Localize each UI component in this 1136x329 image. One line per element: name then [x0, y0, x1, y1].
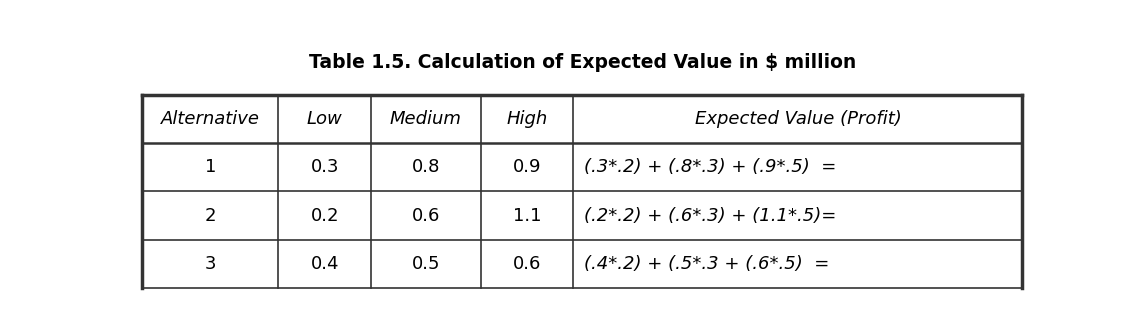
- Text: Low: Low: [307, 110, 343, 128]
- Text: (.2*.2) + (.6*.3) + (1.1*.5)=: (.2*.2) + (.6*.3) + (1.1*.5)=: [584, 207, 836, 225]
- Text: 0.4: 0.4: [310, 255, 339, 273]
- Text: 2: 2: [204, 207, 216, 225]
- Text: 3: 3: [204, 255, 216, 273]
- Text: High: High: [507, 110, 548, 128]
- Text: 1.1: 1.1: [513, 207, 542, 225]
- Text: Alternative: Alternative: [160, 110, 260, 128]
- Text: 0.2: 0.2: [310, 207, 339, 225]
- Text: (.3*.2) + (.8*.3) + (.9*.5)  =: (.3*.2) + (.8*.3) + (.9*.5) =: [584, 158, 836, 176]
- Text: 0.3: 0.3: [310, 158, 339, 176]
- Text: Medium: Medium: [390, 110, 462, 128]
- Text: 0.8: 0.8: [411, 158, 440, 176]
- Text: Expected Value (Profit): Expected Value (Profit): [694, 110, 901, 128]
- Text: 1: 1: [204, 158, 216, 176]
- Text: 0.9: 0.9: [513, 158, 542, 176]
- Text: 0.6: 0.6: [411, 207, 440, 225]
- Text: (.4*.2) + (.5*.3 + (.6*.5)  =: (.4*.2) + (.5*.3 + (.6*.5) =: [584, 255, 829, 273]
- Text: 0.6: 0.6: [513, 255, 542, 273]
- Text: 0.5: 0.5: [411, 255, 440, 273]
- Text: Table 1.5. Calculation of Expected Value in $ million: Table 1.5. Calculation of Expected Value…: [309, 53, 855, 72]
